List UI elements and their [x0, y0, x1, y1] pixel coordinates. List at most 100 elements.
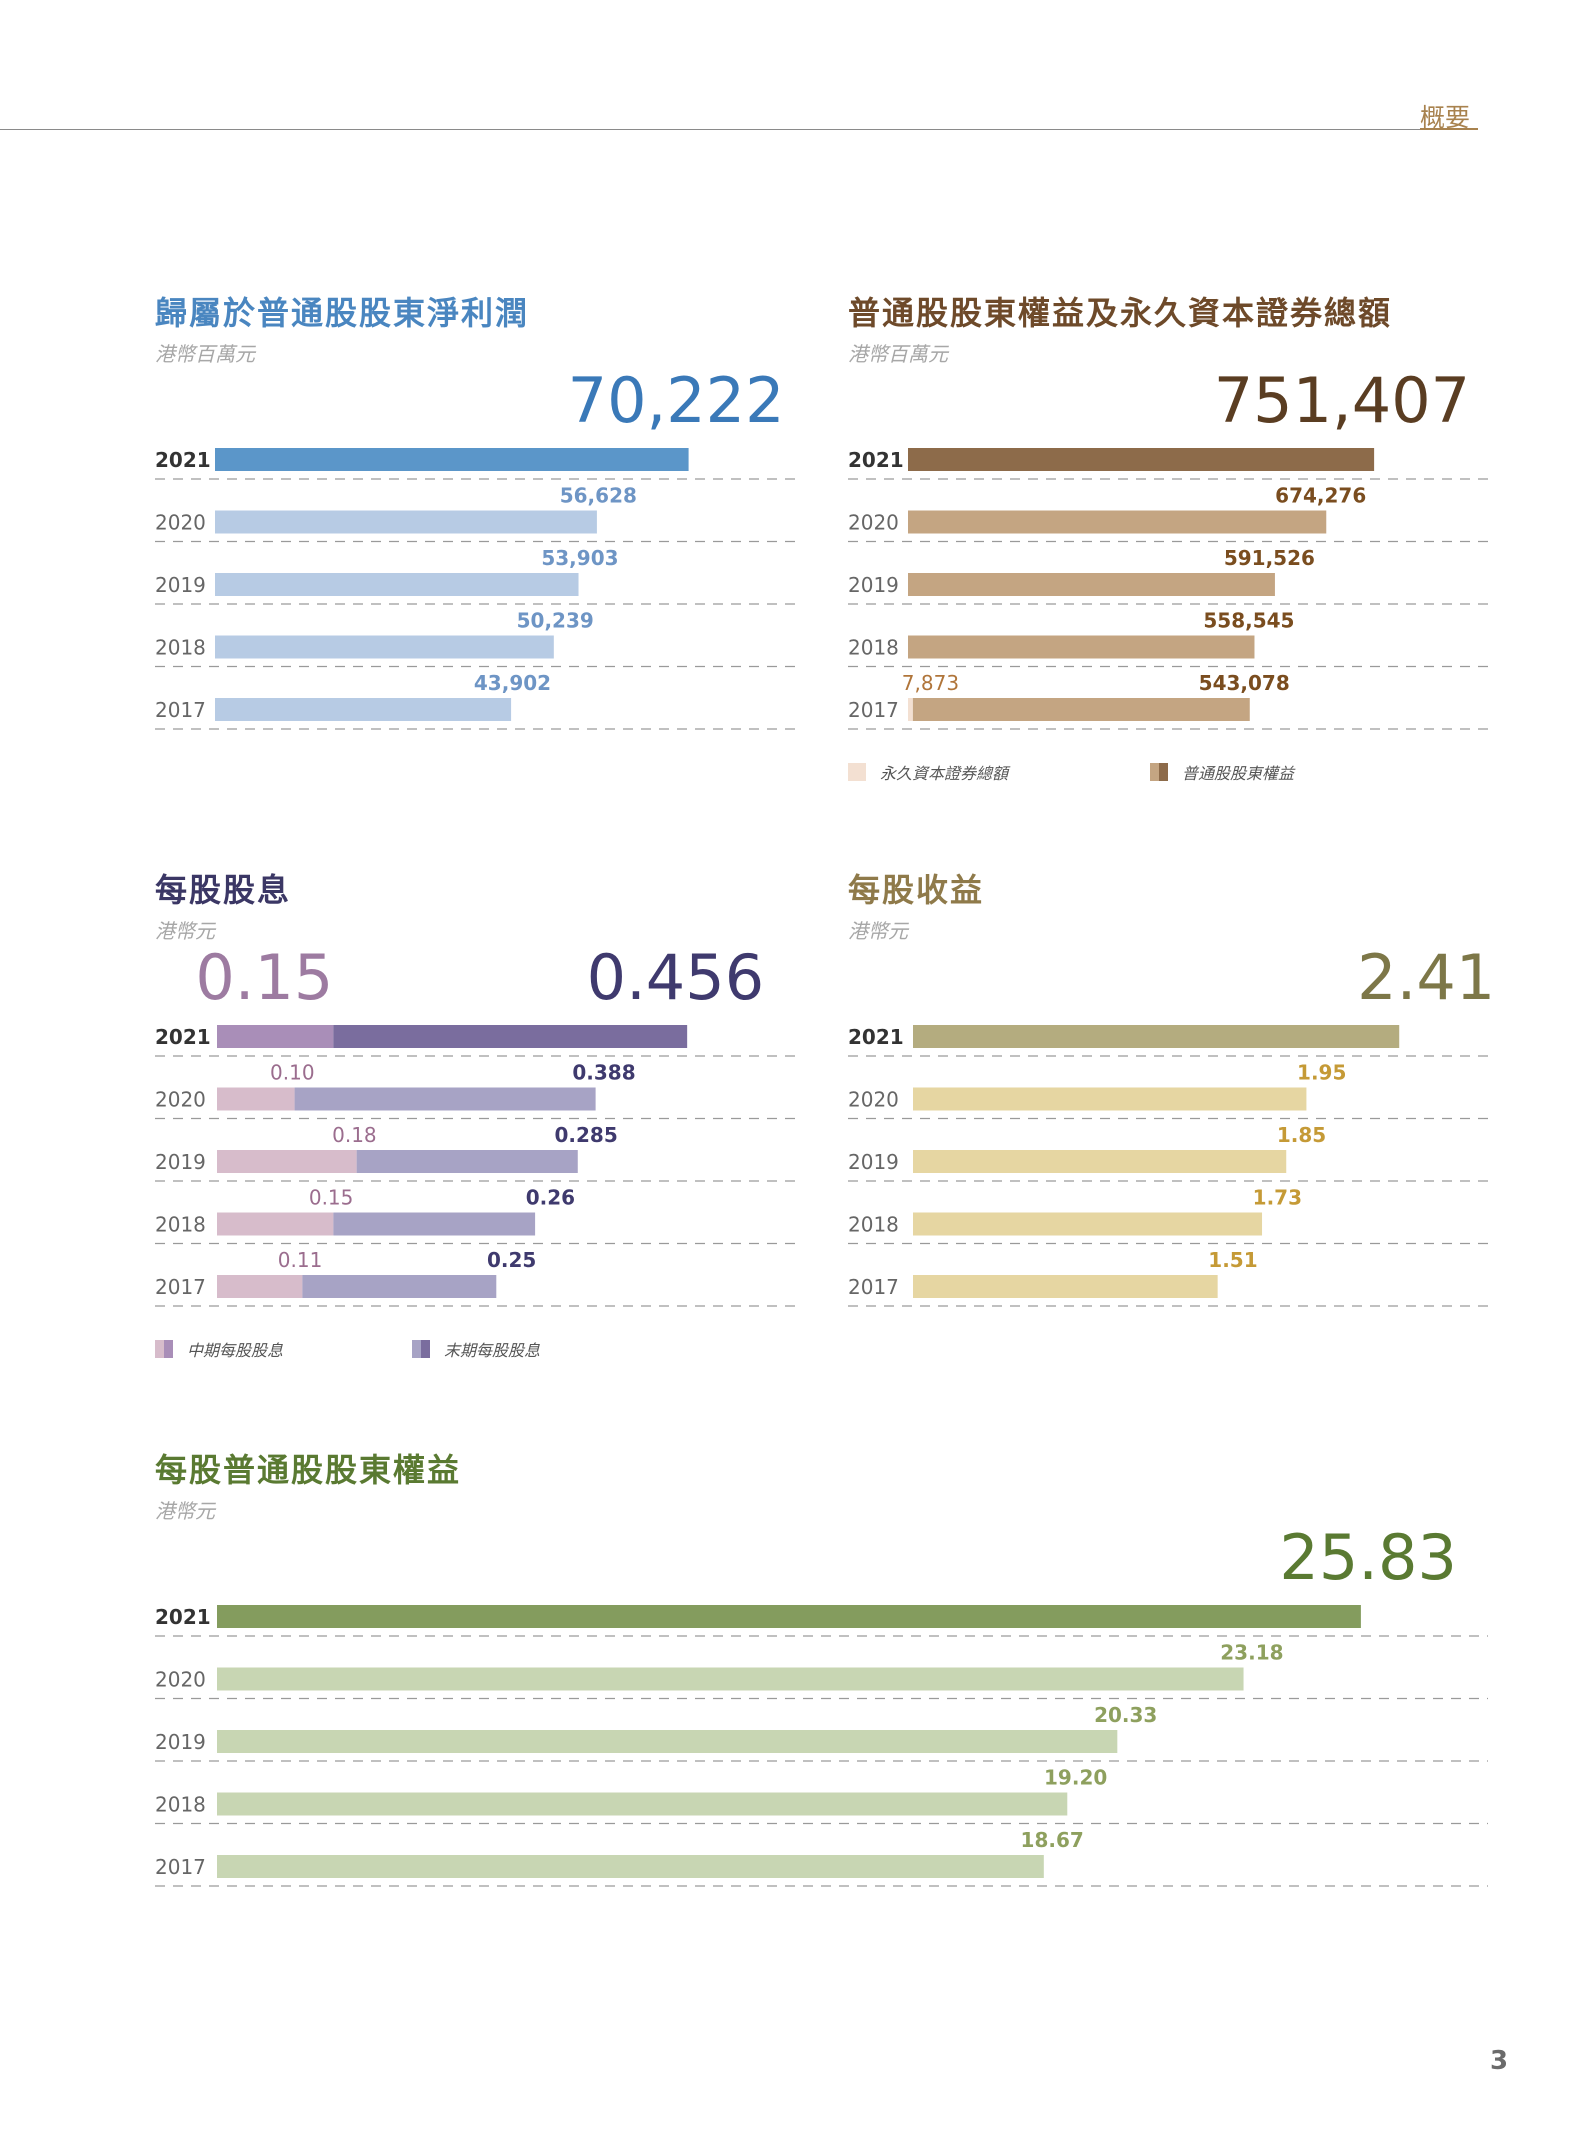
- category-label: 2017: [155, 1275, 206, 1299]
- category-label: 2017: [155, 698, 206, 722]
- legend-interim-dividend: 中期每股股息: [155, 1337, 283, 1361]
- category-label: 2020: [848, 511, 899, 535]
- bar: [217, 1730, 1118, 1753]
- legend-final-dividend: 末期每股股息: [412, 1337, 540, 1361]
- data-label: 43,902: [474, 671, 551, 695]
- earnings-per-share-chart: 每股收益 港幣元 2.41 2021 2020 1.95 2019 1.85 2018 1.7…: [848, 865, 1495, 1345]
- category-label: 2020: [155, 1088, 206, 1112]
- dividend-per-share-chart: 每股股息 港幣元 0.15 0.456 2021 2020 0.10 0.388 2019 0…: [155, 865, 795, 1345]
- bar: [215, 448, 689, 471]
- section-label: 概要: [1420, 103, 1471, 132]
- chart-plot: 70,222 2021 2020 56,628 2019 53,903 2018 50,239…: [155, 364, 795, 730]
- legend-label: 末期每股股息: [444, 1341, 541, 1360]
- legend-swatch: [155, 1340, 173, 1358]
- section-underline: [1420, 128, 1478, 130]
- data-label: 0.285: [554, 1123, 617, 1147]
- bar: [217, 1792, 1068, 1816]
- data-label: 674,276: [1275, 484, 1366, 508]
- data-label: 1.73: [1253, 1186, 1302, 1210]
- book-value-per-share-chart: 每股普通股股東權益 港幣元 25.83 2021 2020 23.18 2019 20.3…: [155, 1445, 1488, 1925]
- bar: [302, 1275, 497, 1298]
- legend-common-equity: 普通股股東權益: [1150, 760, 1294, 784]
- bar: [217, 1855, 1044, 1878]
- chart-unit: 港幣元: [155, 919, 215, 943]
- category-label: 2021: [155, 1605, 211, 1629]
- bar: [215, 698, 512, 721]
- headline-value: 0.15: [195, 941, 333, 1014]
- chart-title: 每股普通股股東權益: [155, 1451, 462, 1489]
- equity-chart: 普通股股東權益及永久資本證券總額 港幣百萬元 751,407 2021 2020 67…: [848, 288, 1488, 768]
- bar: [913, 1025, 1400, 1048]
- bar: [217, 1275, 303, 1298]
- data-label: 0.10: [270, 1061, 315, 1085]
- chart-plot: 25.83 2021 2020 23.18 2019 20.33 2018 19.20 2017…: [155, 1521, 1488, 1887]
- bar: [356, 1150, 578, 1173]
- chart-plot: 2.41 2021 2020 1.95 2019 1.85 2018 1.73 2017 1.51: [848, 941, 1495, 1307]
- legend-swatch: [1150, 763, 1168, 781]
- bar: [913, 1150, 1287, 1173]
- data-label: 0.15: [309, 1186, 354, 1210]
- legend-label: 永久資本證券總額: [880, 764, 1009, 783]
- data-label: 20.33: [1094, 1703, 1157, 1727]
- chart-plot: 751,407 2021 2020 674,276 2019 591,526 2018 558…: [848, 364, 1488, 730]
- legend-label: 普通股股東權益: [1182, 764, 1295, 783]
- chart-plot: 0.15 0.456 2021 2020 0.10 0.388 2019 0.18 0.285 2…: [155, 941, 795, 1307]
- headline-value: 70,222: [568, 364, 785, 437]
- bar: [913, 1275, 1218, 1298]
- bar: [908, 573, 1275, 596]
- bar: [217, 1605, 1361, 1628]
- page-number: 3: [1490, 2046, 1509, 2076]
- data-label: 543,078: [1199, 671, 1290, 695]
- data-label: 1.51: [1208, 1248, 1257, 1272]
- headline-value: 751,407: [1214, 364, 1470, 437]
- category-label: 2020: [155, 1668, 206, 1692]
- chart-title: 歸屬於普通股股東淨利潤: [155, 294, 530, 332]
- headline-value: 2.41: [1357, 941, 1495, 1014]
- data-label: 7,873: [902, 671, 959, 695]
- category-label: 2019: [155, 1150, 206, 1174]
- bar: [908, 635, 1255, 659]
- category-label: 2020: [155, 511, 206, 535]
- category-label: 2019: [848, 1150, 899, 1174]
- category-label: 2018: [155, 1213, 206, 1237]
- bar: [333, 1212, 536, 1236]
- bar: [217, 1087, 295, 1111]
- bar: [913, 1087, 1307, 1111]
- category-label: 2018: [848, 636, 899, 660]
- bar: [908, 510, 1327, 534]
- category-label: 2021: [848, 1025, 904, 1049]
- category-label: 2018: [155, 636, 206, 660]
- legend-swatch: [412, 1340, 430, 1358]
- data-label: 0.11: [278, 1248, 323, 1272]
- bar: [333, 1025, 688, 1048]
- bar: [294, 1087, 596, 1111]
- bar: [217, 1150, 357, 1173]
- chart-title: 每股收益: [848, 871, 985, 909]
- chart-unit: 港幣元: [848, 919, 908, 943]
- bar: [913, 1212, 1263, 1236]
- category-label: 2017: [848, 1275, 899, 1299]
- bar: [217, 1667, 1244, 1691]
- data-label: 1.95: [1297, 1061, 1346, 1085]
- category-label: 2021: [848, 448, 904, 472]
- data-label: 0.18: [332, 1123, 377, 1147]
- category-label: 2019: [155, 1730, 206, 1754]
- bar: [215, 510, 597, 534]
- category-label: 2017: [155, 1855, 206, 1879]
- chart-unit: 港幣百萬元: [155, 342, 255, 366]
- category-label: 2020: [848, 1088, 899, 1112]
- data-label: 0.25: [487, 1248, 536, 1272]
- category-label: 2021: [155, 448, 211, 472]
- chart-unit: 港幣百萬元: [848, 342, 948, 366]
- data-label: 23.18: [1220, 1641, 1283, 1665]
- data-label: 56,628: [560, 484, 637, 508]
- bar: [215, 573, 579, 596]
- net-profit-chart: 歸屬於普通股股東淨利潤 港幣百萬元 70,222 2021 2020 56,628 20…: [155, 288, 795, 768]
- bar: [215, 635, 554, 659]
- data-label: 591,526: [1224, 546, 1315, 570]
- bar: [908, 698, 913, 721]
- chart-unit: 港幣元: [155, 1499, 215, 1523]
- bar: [912, 698, 1250, 721]
- category-label: 2018: [155, 1793, 206, 1817]
- data-label: 18.67: [1021, 1828, 1084, 1852]
